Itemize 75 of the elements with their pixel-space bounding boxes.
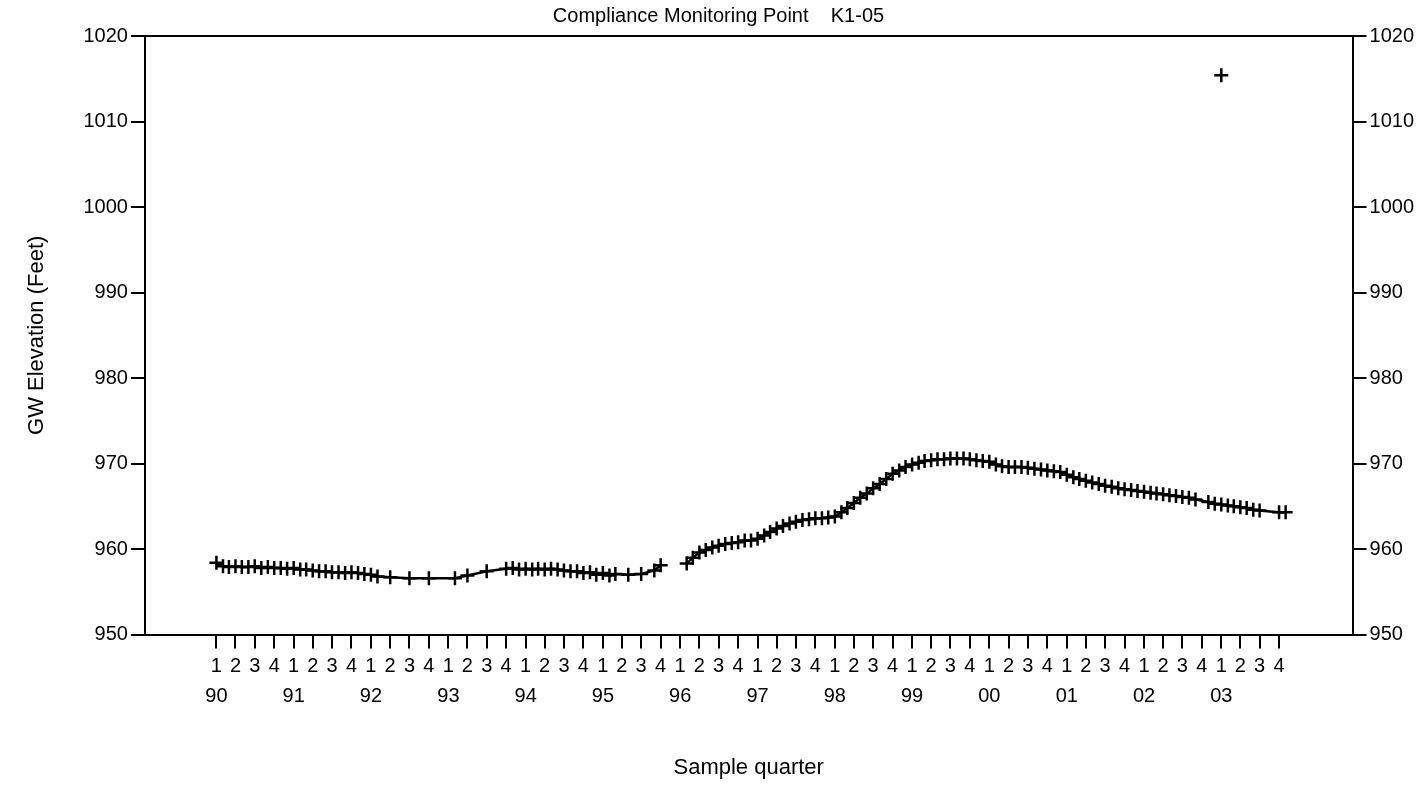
- x-tick-label: 2: [771, 654, 783, 677]
- x-tick-label: 4: [1119, 654, 1131, 677]
- x-tick-label: 3: [1022, 654, 1034, 677]
- chart-title: Compliance Monitoring Point K1-05: [552, 3, 885, 26]
- x-axis-title: Sample quarter: [673, 753, 824, 779]
- x-tick-label: 3: [326, 654, 338, 677]
- x-tick-label: 2: [1157, 654, 1169, 677]
- x-tick-label: 4: [1196, 654, 1208, 677]
- x-tick-label: 1 01: [1055, 654, 1078, 707]
- x-tick-label: 4: [1273, 654, 1285, 677]
- y2-tick-label: 950: [1369, 622, 1403, 645]
- x-tick-label: 1 96: [669, 654, 692, 707]
- x-tick-label: 1 91: [282, 654, 305, 707]
- x-tick-label: 2: [1234, 654, 1246, 677]
- x-tick-label: 1 00: [978, 654, 1001, 707]
- x-tick-label: 2: [539, 654, 551, 677]
- x-tick-label: 3: [558, 654, 570, 677]
- y-tick-label: 1000: [83, 194, 128, 217]
- x-tick-label: 1 99: [900, 654, 924, 707]
- x-tick-label: 4: [423, 654, 435, 677]
- x-tick-label: 2: [1080, 654, 1092, 677]
- x-tick-label: 2: [848, 654, 860, 677]
- x-tick-label: 4: [887, 654, 899, 677]
- x-tick-label: 4: [732, 654, 744, 677]
- x-tick-label: 3: [1099, 654, 1111, 677]
- x-tick-label: 4: [809, 654, 821, 677]
- y-tick-label: 970: [94, 451, 128, 474]
- y-tick-label: 990: [94, 280, 128, 303]
- x-tick-label: 4: [577, 654, 589, 677]
- y2-tick-label: 970: [1369, 451, 1403, 474]
- y-tick-label: 980: [94, 365, 128, 388]
- x-tick-label: 3: [1176, 654, 1188, 677]
- x-tick-label: 2: [384, 654, 396, 677]
- x-tick-label: 1 98: [823, 654, 846, 707]
- x-tick-label: 4: [345, 654, 358, 677]
- x-tick-label: 1 90: [205, 654, 228, 707]
- x-tick-label: 1 03: [1210, 654, 1233, 707]
- y-tick-label: 950: [94, 622, 128, 645]
- y-tick-label: 1010: [83, 109, 128, 132]
- x-tick-label: 4: [500, 654, 512, 677]
- x-tick-label: 2: [616, 654, 628, 677]
- x-tick-label: 3: [713, 654, 725, 677]
- x-tick-label: 3: [481, 654, 493, 677]
- x-tick-label: 3: [1254, 654, 1266, 677]
- x-tick-label: 1 94: [514, 654, 537, 707]
- y2-tick-label: 980: [1369, 365, 1403, 388]
- x-tick-label: 3: [867, 654, 879, 677]
- x-tick-label: 4: [964, 654, 976, 677]
- y-tick-label: 1020: [83, 23, 128, 46]
- y2-tick-label: 960: [1369, 536, 1403, 559]
- y2-tick-label: 1010: [1369, 109, 1415, 132]
- y-tick-label: 960: [94, 536, 128, 559]
- y2-tick-label: 1020: [1369, 23, 1415, 46]
- x-tick-label: 1 93: [437, 654, 460, 707]
- y-axis-title: GW Elevation (Feet): [23, 235, 49, 435]
- x-tick-label: 3: [790, 654, 802, 677]
- x-tick-label: 3: [249, 654, 261, 677]
- x-tick-label: 4: [1041, 654, 1053, 677]
- x-tick-label: 3: [403, 654, 415, 677]
- x-tick-label: 1 02: [1132, 654, 1156, 707]
- x-tick-label: 2: [693, 654, 705, 677]
- x-tick-label: 1 95: [591, 654, 615, 707]
- x-tick-label: 3: [944, 654, 956, 677]
- x-tick-label: 2: [307, 654, 319, 677]
- y2-tick-label: 990: [1369, 280, 1403, 303]
- x-tick-label: 2: [461, 654, 473, 677]
- x-tick-label: 3: [635, 654, 647, 677]
- x-tick-label: 2: [1003, 654, 1015, 677]
- x-tick-label: 1 92: [359, 654, 383, 707]
- y2-tick-label: 1000: [1369, 194, 1415, 217]
- x-tick-label: 2: [229, 654, 242, 677]
- x-tick-label: 2: [925, 654, 937, 677]
- x-tick-label: 4: [268, 654, 280, 677]
- x-tick-label: 1 97: [746, 654, 769, 707]
- x-tick-label: 4: [655, 654, 667, 677]
